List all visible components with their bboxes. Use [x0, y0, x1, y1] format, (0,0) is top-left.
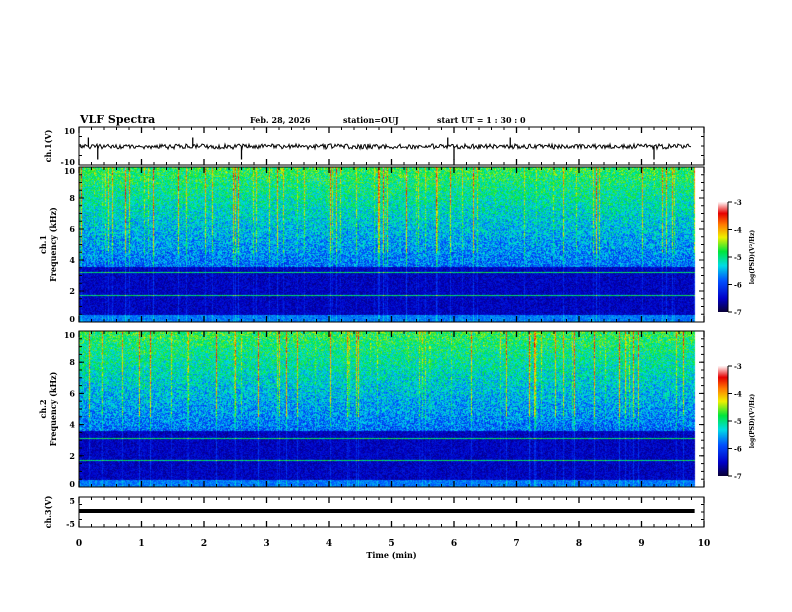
x-tick-label: 8	[576, 539, 582, 549]
x-tick-label: 7	[513, 539, 519, 549]
y-axis-label: ch.1(V)	[43, 129, 53, 162]
x-tick-label: 4	[326, 539, 332, 549]
y-axis-label: ch.3(V)	[43, 495, 53, 528]
colorbar-tick-label: -4	[734, 226, 742, 235]
x-tick-label: 3	[263, 539, 269, 549]
y-tick-label: 10	[64, 166, 76, 176]
figure-title: VLF Spectra	[80, 113, 156, 126]
y-tick-label: 2	[69, 286, 75, 296]
y-tick-label: 2	[69, 451, 75, 461]
y-tick-label: 6	[69, 224, 75, 234]
ch2-colorbar	[718, 366, 728, 476]
ch1-trace	[79, 142, 692, 151]
colorbar-tick-label: -5	[734, 417, 742, 426]
x-axis-label: Time (min)	[366, 550, 416, 560]
colorbar-tick-label: -3	[734, 198, 742, 207]
x-tick-label: 0	[76, 539, 82, 549]
colorbar-tick-label: -5	[734, 253, 742, 262]
colorbar-label: log(PSD)(V²/Hz)	[749, 394, 756, 449]
y-tick-label: 6	[69, 388, 75, 398]
y-tick-label: 0	[69, 479, 75, 489]
x-tick-label: 6	[451, 539, 457, 549]
x-tick-label: 9	[638, 539, 644, 549]
ch1-spectrogram-image	[79, 167, 704, 322]
ch1-colorbar	[718, 202, 728, 312]
colorbar-tick-label: -3	[734, 362, 742, 371]
y-axis-label: ch.2	[38, 399, 48, 418]
x-tick-label: 1	[138, 539, 144, 549]
y-tick-label: 8	[69, 357, 75, 367]
colorbar-label: log(PSD)(V²/Hz)	[749, 230, 756, 285]
colorbar-tick-label: -6	[734, 281, 742, 290]
y-tick-label: 4	[69, 420, 75, 430]
y-axis-label: Frequency (kHz)	[48, 207, 58, 282]
ch1-spectrogram-frame	[78, 166, 705, 323]
x-tick-label: 10	[698, 539, 711, 549]
y-tick-label: 10	[64, 330, 76, 340]
y-tick-label: -5	[66, 519, 75, 529]
y-tick-label: 8	[69, 193, 75, 203]
station-label: station=OUJ	[343, 115, 399, 125]
x-tick-label: 2	[201, 539, 207, 549]
y-axis-label: ch.1	[38, 235, 48, 254]
x-tick-label: 5	[388, 539, 394, 549]
colorbar-tick-label: -7	[734, 472, 742, 481]
date-label: Feb. 28, 2026	[250, 115, 311, 125]
y-tick-label: 4	[69, 255, 75, 265]
colorbar-tick-label: -6	[734, 445, 742, 454]
y-tick-label: 10	[64, 126, 76, 136]
y-axis-label: Frequency (kHz)	[48, 371, 58, 446]
colorbar-tick-label: -4	[734, 390, 742, 399]
colorbar-tick-label: -7	[734, 308, 742, 317]
start-ut-label: start UT = 1 : 30 : 0	[437, 115, 526, 125]
ch2-spectrogram-image	[79, 331, 704, 487]
y-tick-label: -10	[61, 157, 76, 167]
ch2-spectrogram-frame	[78, 330, 705, 488]
y-tick-label: 0	[69, 314, 75, 324]
y-tick-label: 5	[69, 496, 75, 506]
